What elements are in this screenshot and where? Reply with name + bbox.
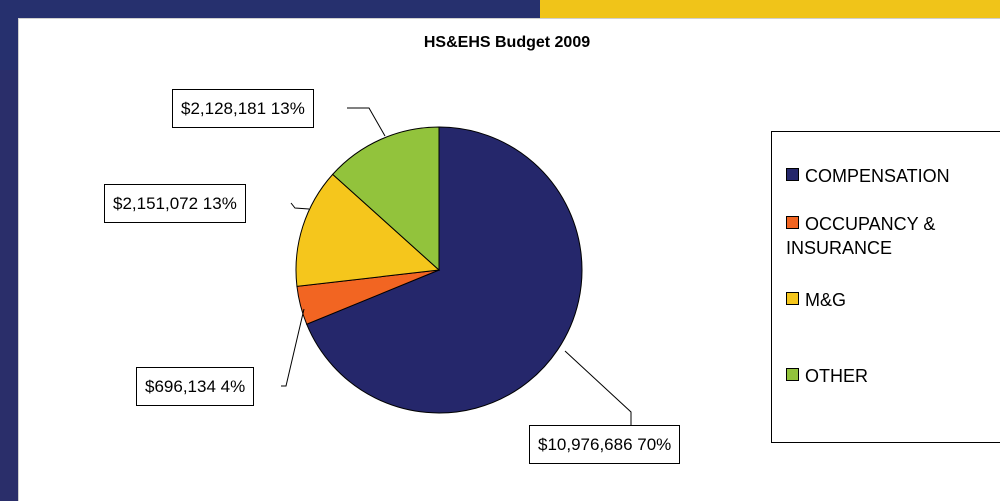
leader-line-occupancy bbox=[281, 308, 305, 387]
pie-slice-compensation bbox=[306, 126, 583, 414]
pie-chart bbox=[281, 107, 632, 425]
legend-label: OTHER bbox=[805, 366, 868, 386]
callout-occupancy: $696,134 4% bbox=[136, 367, 255, 406]
legend-item-other: OTHER bbox=[786, 364, 868, 388]
legend-item-mg: M&G bbox=[786, 288, 846, 312]
pie-slice-other bbox=[331, 126, 440, 272]
legend-label: OCCUPANCY & bbox=[805, 214, 936, 234]
legend-label: M&G bbox=[805, 290, 847, 310]
callout-other: $2,128,181 13% bbox=[172, 89, 314, 128]
chart-title: HS&EHS Budget 2009 bbox=[423, 34, 591, 51]
chart-area: HS&EHS Budget 2009 $2,128,181 13% $2,151… bbox=[18, 18, 1000, 501]
legend-item-compensation: COMPENSATION bbox=[786, 164, 950, 188]
legend-swatch bbox=[786, 368, 799, 381]
legend: COMPENSATION OCCUPANCY & INSURANCE M&G O… bbox=[771, 131, 1000, 443]
pie-slice-mg bbox=[295, 173, 441, 287]
legend-item-occupancy: OCCUPANCY & INSURANCE bbox=[786, 212, 935, 260]
legend-swatch bbox=[786, 216, 799, 229]
legend-label: COMPENSATION bbox=[805, 166, 950, 186]
leader-line-compensation bbox=[564, 350, 632, 425]
leader-line-other bbox=[347, 107, 386, 137]
leader-line-mg bbox=[290, 202, 310, 210]
callout-mg: $2,151,072 13% bbox=[104, 184, 246, 223]
legend-swatch bbox=[786, 292, 799, 305]
legend-label: INSURANCE bbox=[786, 238, 893, 258]
callout-compensation: $10,976,686 70% bbox=[529, 425, 681, 464]
legend-swatch bbox=[786, 168, 799, 181]
